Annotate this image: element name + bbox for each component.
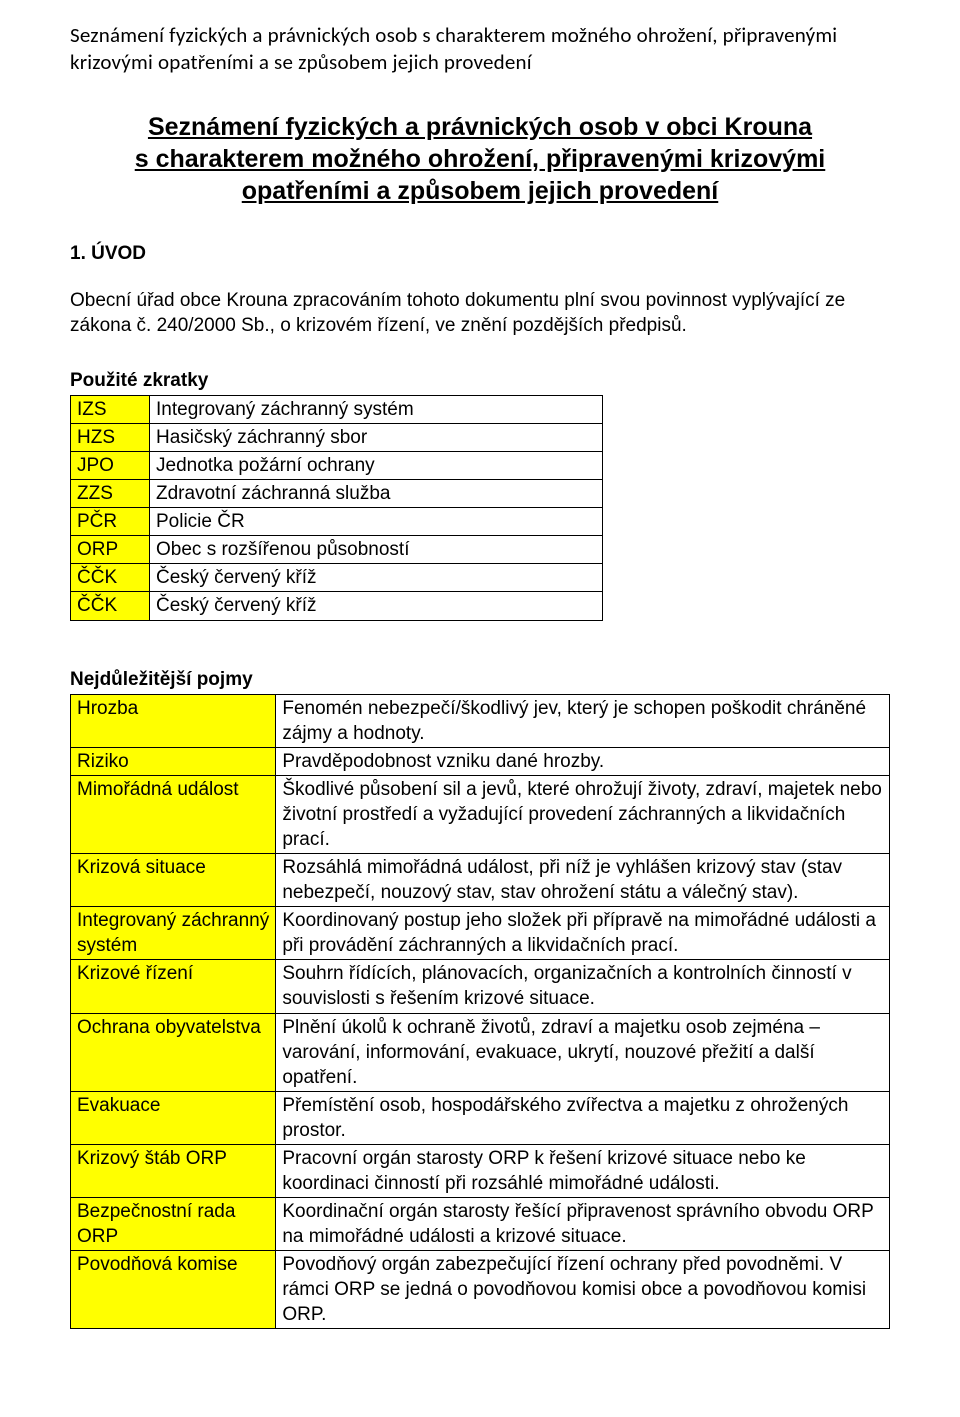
table-row: Krizová situaceRozsáhlá mimořádná událos…	[71, 854, 890, 907]
abbr-key: JPO	[71, 452, 150, 480]
term-value: Rozsáhlá mimořádná událost, při níž je v…	[276, 854, 890, 907]
abbr-value: Zdravotní záchranná služba	[150, 480, 603, 508]
terms-table: HrozbaFenomén nebezpečí/škodlivý jev, kt…	[70, 694, 890, 1330]
term-value: Plnění úkolů k ochraně životů, zdraví a …	[276, 1013, 890, 1091]
term-value: Přemístění osob, hospodářského zvířectva…	[276, 1091, 890, 1144]
abbr-key: ZZS	[71, 480, 150, 508]
table-row: Integrovaný záchranný systémKoordinovaný…	[71, 907, 890, 960]
table-row: IZSIntegrovaný záchranný systém	[71, 395, 603, 423]
abbr-key: PČR	[71, 508, 150, 536]
term-key: Krizová situace	[71, 854, 276, 907]
table-row: ČČKČeský červený kříž	[71, 592, 603, 620]
term-key: Krizové řízení	[71, 960, 276, 1013]
table-row: PČRPolicie ČR	[71, 508, 603, 536]
term-value: Fenomén nebezpečí/škodlivý jev, který je…	[276, 694, 890, 747]
table-row: ORPObec s rozšířenou působností	[71, 536, 603, 564]
page-header: Seznámení fyzických a právnických osob s…	[70, 22, 890, 77]
term-value: Povodňový orgán zabezpečující řízení och…	[276, 1251, 890, 1329]
term-key: Povodňová komise	[71, 1251, 276, 1329]
term-key: Bezpečnostní rada ORP	[71, 1198, 276, 1251]
abbr-value: Hasičský záchranný sbor	[150, 423, 603, 451]
term-key: Krizový štáb ORP	[71, 1144, 276, 1197]
table-row: HrozbaFenomén nebezpečí/škodlivý jev, kt…	[71, 694, 890, 747]
term-key: Mimořádná událost	[71, 775, 276, 853]
abbr-key: ČČK	[71, 592, 150, 620]
title-line-1: Seznámení fyzických a právnických osob v…	[148, 113, 812, 141]
abbr-value: Český červený kříž	[150, 592, 603, 620]
table-row: RizikoPravděpodobnost vzniku dané hrozby…	[71, 747, 890, 775]
term-value: Škodlivé působení sil a jevů, které ohro…	[276, 775, 890, 853]
table-row: JPOJednotka požární ochrany	[71, 452, 603, 480]
abbr-key: ORP	[71, 536, 150, 564]
term-key: Hrozba	[71, 694, 276, 747]
table-row: EvakuacePřemístění osob, hospodářského z…	[71, 1091, 890, 1144]
term-key: Evakuace	[71, 1091, 276, 1144]
terms-heading: Nejdůležitější pojmy	[70, 667, 890, 692]
table-row: Ochrana obyvatelstvaPlnění úkolů k ochra…	[71, 1013, 890, 1091]
table-row: Bezpečnostní rada ORPKoordinační orgán s…	[71, 1198, 890, 1251]
section-1-heading: 1. ÚVOD	[70, 241, 890, 266]
term-value: Souhrn řídících, plánovacích, organizačn…	[276, 960, 890, 1013]
term-key: Integrovaný záchranný systém	[71, 907, 276, 960]
term-value: Pracovní orgán starosty ORP k řešení kri…	[276, 1144, 890, 1197]
table-row: ZZSZdravotní záchranná služba	[71, 480, 603, 508]
table-row: Krizový štáb ORPPracovní orgán starosty …	[71, 1144, 890, 1197]
abbr-value: Integrovaný záchranný systém	[150, 395, 603, 423]
title-line-2: s charakterem možného ohrožení, připrave…	[135, 145, 826, 173]
table-row: HZSHasičský záchranný sbor	[71, 423, 603, 451]
intro-paragraph: Obecní úřad obce Krouna zpracováním toho…	[70, 288, 890, 338]
title-line-3: opatřeními a způsobem jejich provedení	[242, 177, 719, 205]
abbr-value: Policie ČR	[150, 508, 603, 536]
abbr-value: Český červený kříž	[150, 564, 603, 592]
abbr-value: Jednotka požární ochrany	[150, 452, 603, 480]
abbr-key: IZS	[71, 395, 150, 423]
abbr-heading: Použité zkratky	[70, 368, 890, 393]
term-key: Riziko	[71, 747, 276, 775]
table-row: Povodňová komisePovodňový orgán zabezpeč…	[71, 1251, 890, 1329]
abbr-key: HZS	[71, 423, 150, 451]
abbr-key: ČČK	[71, 564, 150, 592]
abbr-value: Obec s rozšířenou působností	[150, 536, 603, 564]
term-value: Pravděpodobnost vzniku dané hrozby.	[276, 747, 890, 775]
document-page: Seznámení fyzických a právnických osob s…	[0, 0, 960, 1417]
term-value: Koordinační orgán starosty řešící připra…	[276, 1198, 890, 1251]
main-title: Seznámení fyzických a právnických osob v…	[70, 111, 890, 207]
abbr-table: IZSIntegrovaný záchranný systémHZSHasičs…	[70, 395, 603, 621]
term-value: Koordinovaný postup jeho složek při příp…	[276, 907, 890, 960]
term-key: Ochrana obyvatelstva	[71, 1013, 276, 1091]
table-row: Krizové řízeníSouhrn řídících, plánovací…	[71, 960, 890, 1013]
table-row: ČČKČeský červený kříž	[71, 564, 603, 592]
table-row: Mimořádná událostŠkodlivé působení sil a…	[71, 775, 890, 853]
